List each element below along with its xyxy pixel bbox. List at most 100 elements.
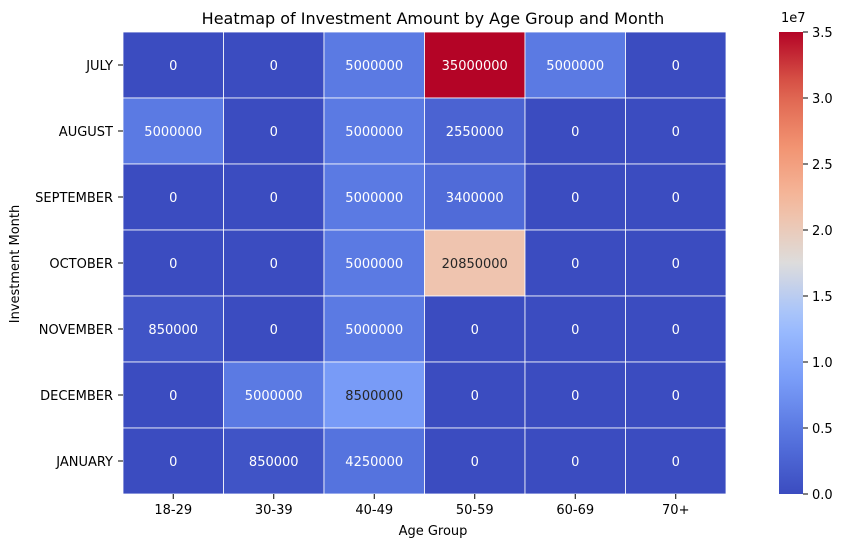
heatmap-cell [223,97,325,165]
cell-value-label: 0 [471,455,479,470]
colorbar-tick-label: 0.0 [812,488,833,503]
cell-value-label: 0 [672,323,680,338]
cell-value-label: 0 [571,125,579,140]
heatmap-cell-labels: 0 0 5000000 35000000 5000000 0 5000000 0 5000000… [144,59,680,470]
colorbar-tick-label: 0.5 [812,422,833,437]
heatmap-cell [424,163,526,231]
y-tick-label: JANUARY [55,455,113,470]
cell-value-label: 3400000 [446,191,504,206]
heatmap-cell [122,31,224,99]
colorbar-tick-label: 3.5 [812,26,833,41]
heatmap-cell [524,361,626,429]
cell-value-label: 4250000 [345,455,403,470]
cell-value-label: 5000000 [245,389,303,404]
heatmap-cells [122,31,727,495]
cell-value-label: 0 [571,389,579,404]
cell-value-label: 8500000 [345,389,403,404]
cell-value-label: 0 [672,59,680,74]
y-tick-label: AUGUST [59,125,113,140]
y-tick-label: OCTOBER [49,257,113,272]
heatmap-cell [223,229,325,297]
cell-value-label: 0 [672,389,680,404]
heatmap-cell [524,295,626,363]
x-tick-label: 40-49 [355,503,393,518]
cell-value-label: 0 [571,455,579,470]
heatmap-cell [625,361,727,429]
cell-value-label: 0 [672,455,680,470]
heatmap-cell [223,427,325,495]
heatmap-cell [424,229,526,297]
heatmap-cell [122,229,224,297]
colorbar-tick-label: 2.0 [812,224,833,239]
cell-value-label: 0 [571,257,579,272]
x-axis: 18-29 30-39 40-49 50-59 60-69 70+ [154,494,689,518]
heatmap-cell [122,361,224,429]
y-axis: JULY AUGUST SEPTEMBER OCTOBER NOVEMBER DECEMB… [35,59,123,470]
heatmap-cell [122,163,224,231]
cell-value-label: 0 [672,191,680,206]
colorbar-tick-label: 1.0 [812,356,833,371]
heatmap-cell [625,295,727,363]
cell-value-label: 5000000 [546,59,604,74]
colorbar: 0.0 0.5 1.0 1.5 2.0 2.5 3.0 3.5 1e7 [779,11,833,503]
y-tick-label: JULY [85,59,113,74]
colorbar-tick-label: 3.0 [812,92,833,107]
heatmap-cell [323,427,425,495]
colorbar-tick-label: 1.5 [812,290,833,305]
cell-value-label: 0 [270,125,278,140]
cell-value-label: 0 [270,191,278,206]
x-tick-label: 18-29 [154,503,192,518]
cell-value-label: 0 [471,323,479,338]
cell-value-label: 5000000 [345,125,403,140]
cell-value-label: 0 [169,59,177,74]
y-tick-label: SEPTEMBER [35,191,113,206]
heatmap-cell [524,31,626,99]
heatmap-cell [424,295,526,363]
y-tick-label: NOVEMBER [39,323,113,338]
y-tick-label: DECEMBER [40,389,113,404]
cell-value-label: 5000000 [345,59,403,74]
heatmap-cell [625,427,727,495]
cell-value-label: 20850000 [442,257,508,272]
cell-value-label: 850000 [249,455,299,470]
cell-value-label: 0 [270,257,278,272]
heatmap-cell [424,97,526,165]
heatmap-cell [323,163,425,231]
heatmap-cell [223,31,325,99]
cell-value-label: 5000000 [144,125,202,140]
cell-value-label: 2550000 [446,125,504,140]
x-tick-label: 30-39 [255,503,293,518]
x-tick-label: 70+ [662,503,689,518]
heatmap-cell [424,31,526,99]
cell-value-label: 35000000 [442,59,508,74]
chart-title: Heatmap of Investment Amount by Age Grou… [202,9,665,28]
colorbar-multiplier-label: 1e7 [781,11,806,26]
cell-value-label: 850000 [148,323,198,338]
colorbar-tick-label: 2.5 [812,158,833,173]
cell-value-label: 0 [672,257,680,272]
heatmap-cell [424,427,526,495]
cell-value-label: 0 [169,389,177,404]
cell-value-label: 0 [169,455,177,470]
cell-value-label: 0 [169,191,177,206]
cell-value-label: 0 [169,257,177,272]
cell-value-label: 5000000 [345,323,403,338]
cell-value-label: 0 [471,389,479,404]
heatmap-cell [122,295,224,363]
heatmap-cell [625,229,727,297]
colorbar-gradient [779,32,803,494]
cell-value-label: 0 [571,323,579,338]
heatmap-cell [223,163,325,231]
heatmap-cell [625,97,727,165]
y-axis-label: Investment Month [8,205,23,324]
x-tick-label: 50-59 [456,503,494,518]
heatmap-cell [323,229,425,297]
heatmap-cell [524,229,626,297]
heatmap-cell [122,427,224,495]
heatmap-cell [625,163,727,231]
cell-value-label: 0 [270,323,278,338]
heatmap-cell [625,31,727,99]
cell-value-label: 0 [270,59,278,74]
